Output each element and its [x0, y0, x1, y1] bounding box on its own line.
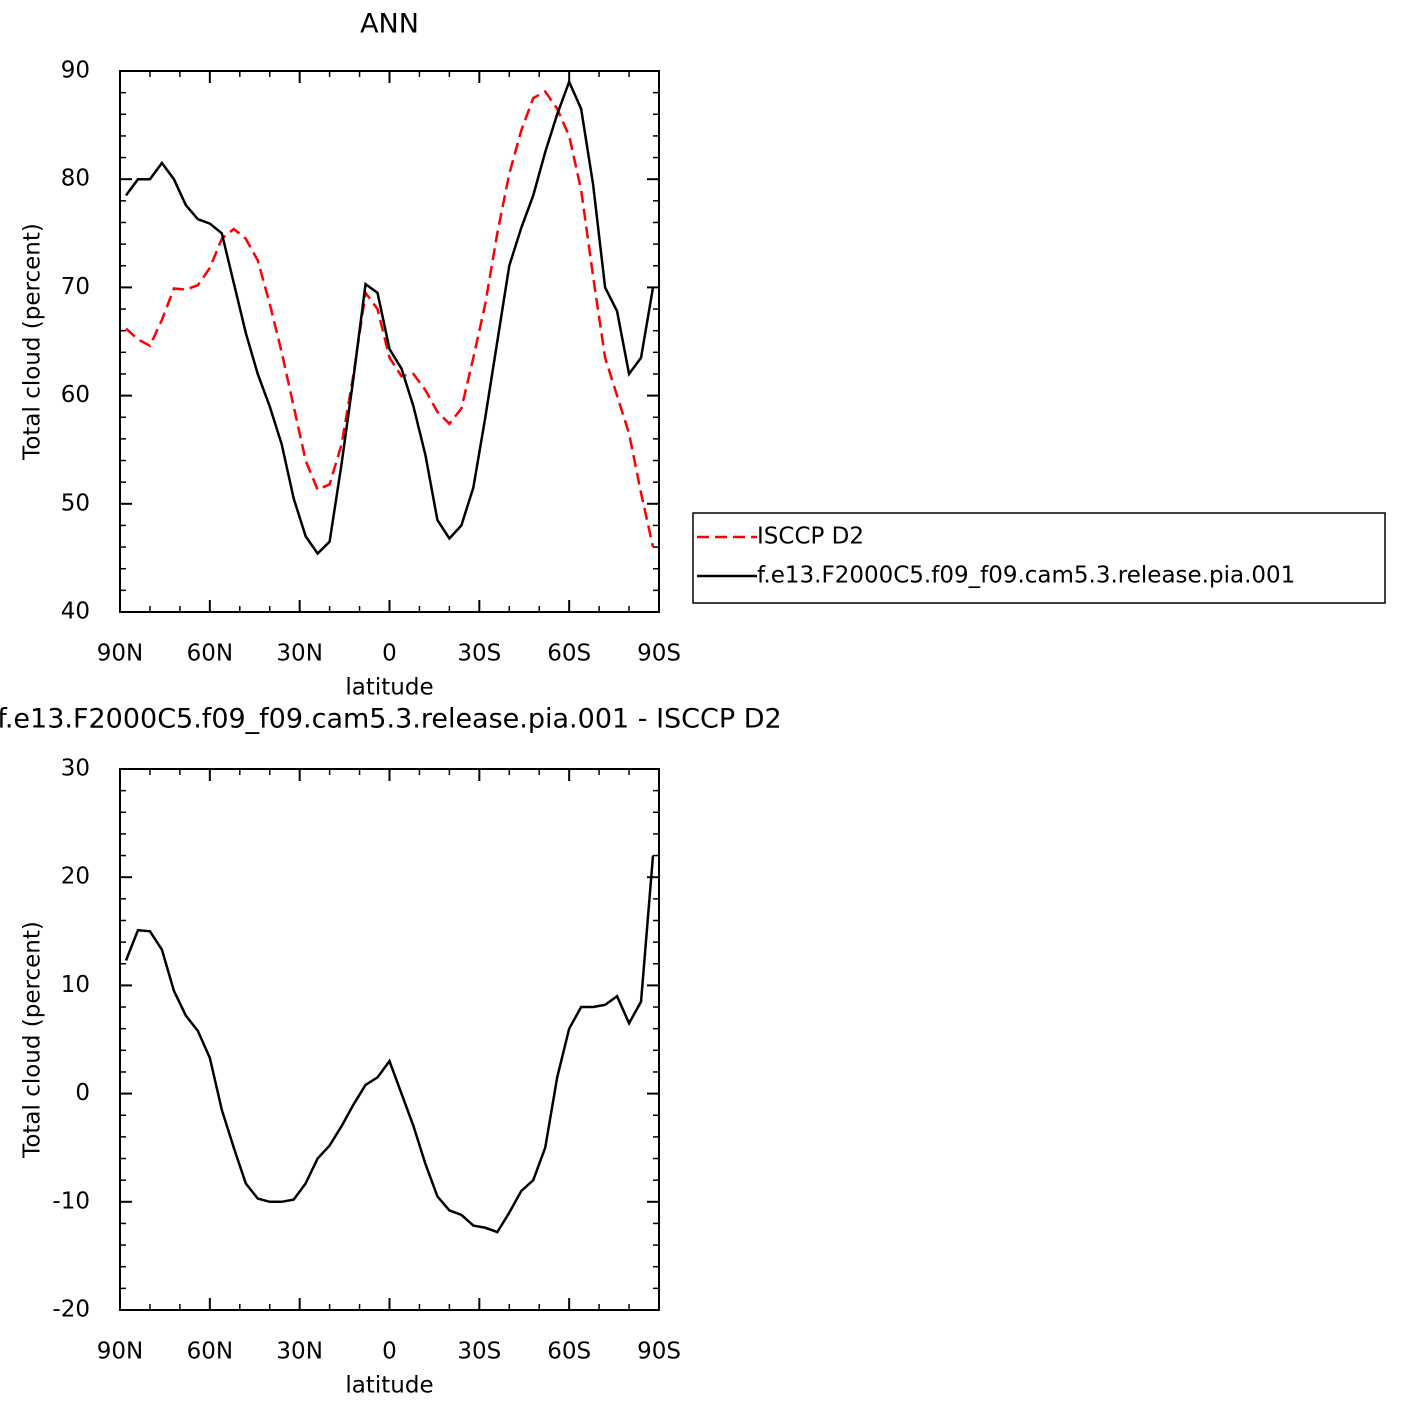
- legend-label: ISCCP D2: [757, 524, 864, 550]
- legend-label: f.e13.F2000C5.f09_f09.cam5.3.release.pia…: [757, 563, 1295, 589]
- x-tick-label: 0: [382, 641, 397, 667]
- x-tick-label: 60N: [187, 641, 233, 667]
- x-tick-label: 90N: [97, 1339, 143, 1365]
- chart-title: ANN: [360, 9, 419, 40]
- y-tick-label: 50: [61, 490, 90, 516]
- x-tick-label: 30S: [457, 641, 501, 667]
- x-tick-label: 30N: [276, 641, 322, 667]
- y-tick-label: 10: [61, 972, 90, 998]
- y-tick-label: 90: [61, 58, 90, 84]
- y-axis-label: Total cloud (percent): [20, 921, 46, 1159]
- x-tick-label: 90N: [97, 641, 143, 667]
- plot-frame: [119, 70, 660, 613]
- x-axis-label: latitude: [345, 675, 433, 701]
- y-tick-label: 60: [61, 382, 90, 408]
- x-tick-label: 90S: [637, 1339, 681, 1365]
- data-line: [124, 855, 655, 1234]
- y-tick-label: -20: [52, 1297, 90, 1323]
- y-tick-label: 30: [61, 756, 90, 782]
- y-tick-label: 80: [61, 166, 90, 192]
- y-tick-label: 70: [61, 274, 90, 300]
- chart-title: f.e13.F2000C5.f09_f09.cam5.3.release.pia…: [0, 704, 782, 735]
- data-line: [124, 78, 655, 556]
- x-tick-label: 60N: [187, 1339, 233, 1365]
- legend-box: [692, 512, 1386, 604]
- data-line: [125, 89, 655, 548]
- plot-frame: [119, 768, 660, 1311]
- x-tick-label: 60S: [547, 1339, 591, 1365]
- x-axis-label: latitude: [345, 1373, 433, 1399]
- y-tick-label: -10: [52, 1188, 90, 1214]
- x-tick-label: 30S: [457, 1339, 501, 1365]
- x-tick-label: 60S: [547, 641, 591, 667]
- x-tick-label: 90S: [637, 641, 681, 667]
- y-tick-label: 0: [75, 1080, 90, 1106]
- x-tick-label: 0: [382, 1339, 397, 1365]
- x-tick-label: 30N: [276, 1339, 322, 1365]
- y-tick-label: 20: [61, 864, 90, 890]
- y-axis-label: Total cloud (percent): [20, 223, 46, 461]
- y-tick-label: 40: [61, 599, 90, 625]
